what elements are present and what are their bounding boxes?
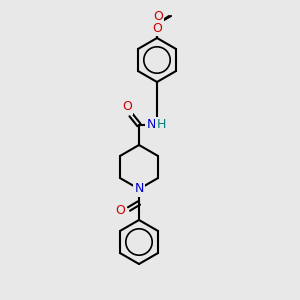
Text: O: O: [122, 100, 132, 113]
Text: N: N: [134, 182, 144, 196]
Text: O: O: [153, 10, 163, 22]
Text: O: O: [115, 205, 125, 218]
Text: O: O: [152, 22, 162, 34]
Text: H: H: [156, 118, 166, 131]
Text: N: N: [146, 118, 156, 131]
